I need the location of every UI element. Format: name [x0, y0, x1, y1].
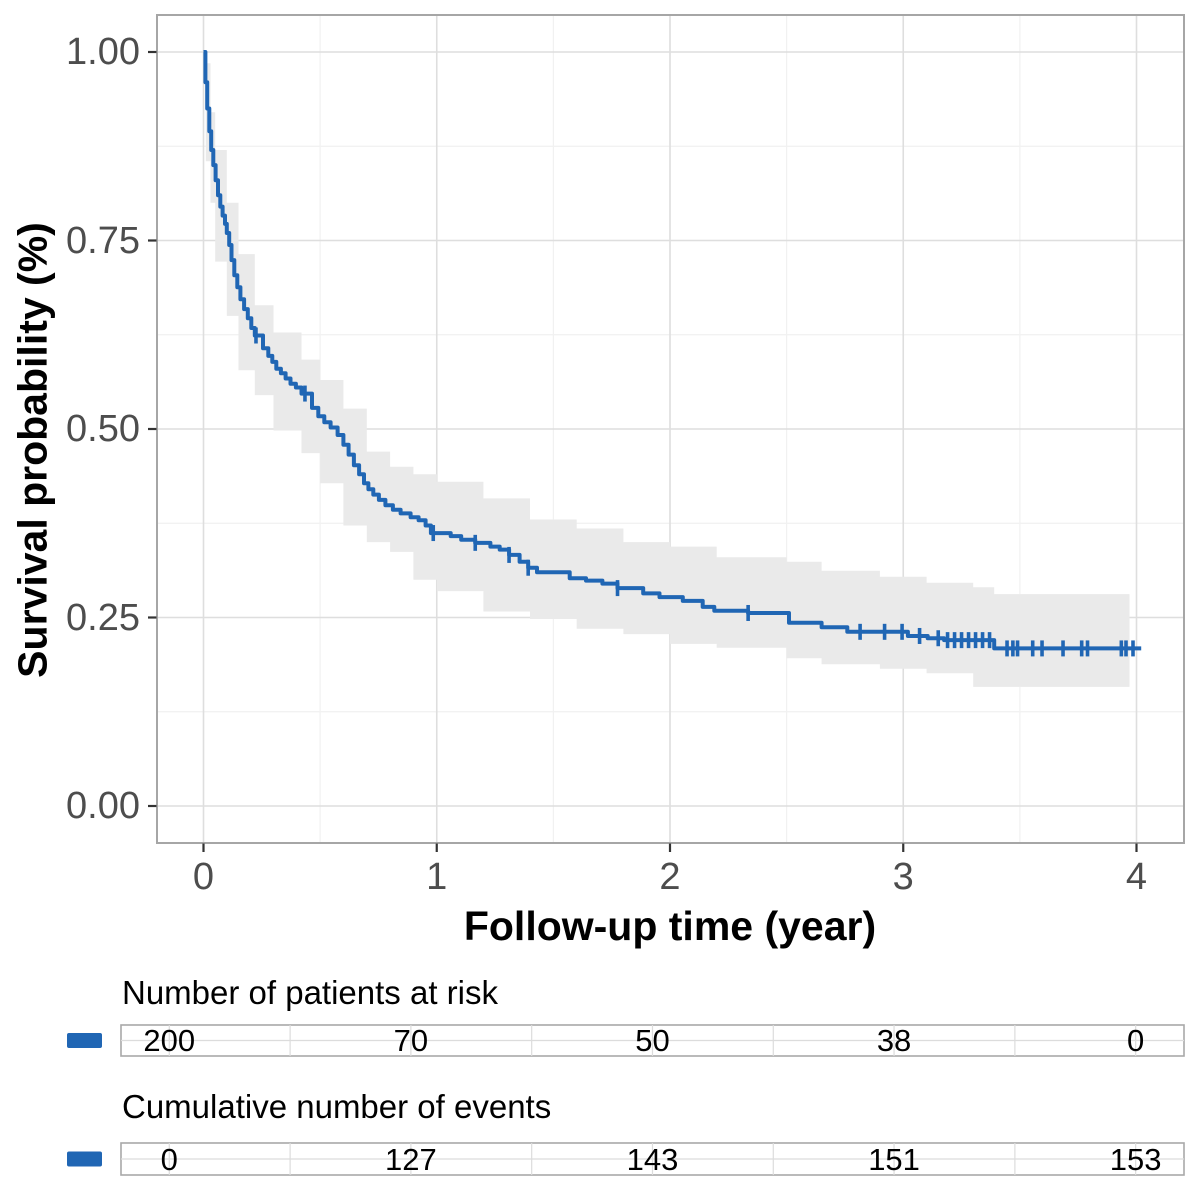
- confidence-interval-band: [205, 63, 1130, 687]
- survival-curve: [203, 50, 1142, 651]
- risk-table-value: 50: [635, 1023, 670, 1058]
- y-tick-label: 1.00: [66, 31, 140, 73]
- y-tick-label: 0.75: [66, 219, 140, 262]
- y-axis-title: Survival probability (%): [9, 222, 56, 678]
- events-table-value: 151: [868, 1141, 920, 1177]
- risk-strata-dash: [67, 1033, 102, 1048]
- panel-border: [156, 14, 1185, 844]
- y-tick-label: 0.25: [66, 596, 140, 639]
- y-tick-label: 0.00: [66, 785, 140, 827]
- events-table-value: 153: [1109, 1141, 1162, 1177]
- events-table-title: Cumulative number of events: [122, 1088, 552, 1125]
- events-table-value: 0: [160, 1141, 178, 1177]
- events-strata-dash: [67, 1151, 102, 1167]
- risk-table-value: 38: [876, 1023, 912, 1058]
- x-tick-label: 1: [426, 856, 448, 898]
- x-tick-label: 2: [659, 856, 681, 898]
- risk-table-value: 200: [143, 1023, 196, 1058]
- events-table-value: 143: [626, 1141, 679, 1177]
- risk-table-value: 0: [1127, 1023, 1145, 1058]
- x-tick-label: 0: [192, 856, 215, 898]
- risk-table-value: 70: [393, 1023, 429, 1058]
- x-tick-label: 4: [1125, 856, 1148, 898]
- x-tick-label: 3: [892, 856, 914, 898]
- x-axis-title: Follow-up time (year): [463, 903, 877, 949]
- events-table-value: 127: [385, 1141, 437, 1177]
- risk-table-title: Number of patients at risk: [122, 974, 498, 1011]
- y-tick-label: 0.50: [66, 408, 140, 450]
